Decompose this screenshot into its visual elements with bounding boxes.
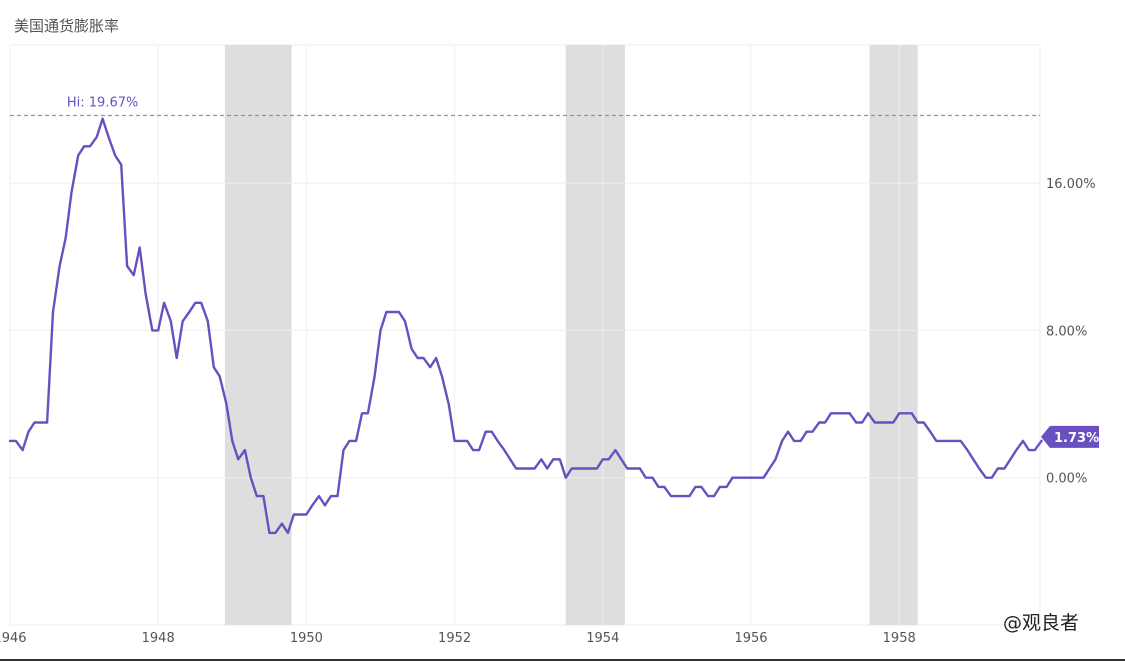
y-tick-label-1: 8.00% bbox=[1046, 324, 1087, 339]
y-tick-label-0: 0.00% bbox=[1046, 472, 1087, 487]
recession-bands bbox=[224, 45, 918, 625]
recession-band-1 bbox=[565, 45, 626, 625]
current-value-label: 1.73% bbox=[1054, 431, 1099, 446]
recession-band-0 bbox=[224, 45, 292, 625]
y-axis-labels: 0.00% 8.00% 16.00% bbox=[1046, 177, 1096, 487]
x-tick-label-2: 1950 bbox=[290, 631, 323, 646]
series-line-0 bbox=[8, 117, 1043, 535]
chart-title: 美国通货膨胀率 bbox=[14, 17, 119, 35]
watermark-label: @观良者 bbox=[1003, 612, 1079, 634]
x-tick-label-0: 1946 bbox=[0, 631, 27, 646]
x-tick-label-3: 1952 bbox=[438, 631, 471, 646]
x-tick-label-6: 1958 bbox=[883, 631, 916, 646]
x-tick-label-4: 1954 bbox=[586, 631, 619, 646]
hi-label: Hi: 19.67% bbox=[67, 96, 138, 111]
gridlines bbox=[9, 45, 1040, 625]
x-tick-label-1: 1948 bbox=[142, 631, 175, 646]
recession-band-2 bbox=[869, 45, 918, 625]
series-lines bbox=[8, 117, 1043, 535]
y-tick-label-2: 16.00% bbox=[1046, 177, 1096, 192]
current-value-tag: 1.73% bbox=[1041, 425, 1099, 448]
current-value-badge bbox=[1041, 425, 1099, 448]
x-tick-label-5: 1956 bbox=[734, 631, 767, 646]
x-axis-labels: 1946 1948 1950 1952 1954 1956 1958 bbox=[0, 631, 916, 646]
hi-marker: Hi: 19.67% bbox=[10, 96, 1040, 117]
